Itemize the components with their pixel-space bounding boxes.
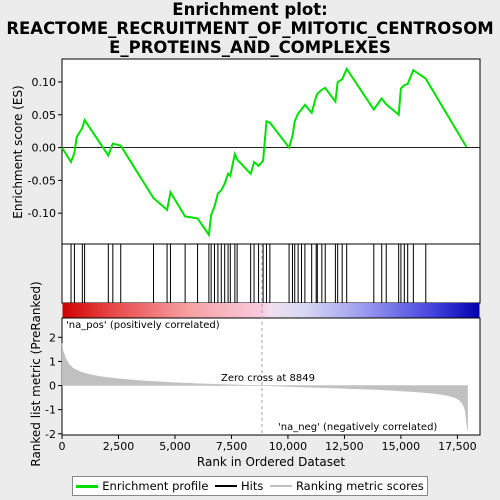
legend-ranking: Ranking metric scores <box>269 479 424 493</box>
chart-title: Enrichment plot: REACTOME_RECRUITMENT_OF… <box>0 0 500 57</box>
legend-enrichment-profile: Enrichment profile <box>76 479 208 493</box>
metric-y-tick-label: -2 <box>45 428 56 441</box>
x-tick-label: 17,500 <box>438 440 477 453</box>
green-line-icon <box>76 484 99 488</box>
x-tick-label: 5,000 <box>159 440 191 453</box>
legend-hits: Hits <box>215 479 263 493</box>
neg-label: 'na_neg' (negatively correlated) <box>278 422 437 433</box>
title-line-1: Enrichment plot: <box>172 0 328 19</box>
metric-y-axis-label: Ranked list metric (PreRanked) <box>29 281 43 466</box>
gray-line-icon <box>269 485 292 487</box>
es-y-tick-label: -0.05 <box>28 174 56 187</box>
x-tick-label: 2,500 <box>103 440 135 453</box>
enrichment-profile-line <box>61 66 468 238</box>
metric-y-tick-label: 0 <box>49 380 56 393</box>
pos-label: 'na_pos' (positively correlated) <box>66 320 220 331</box>
hits-panel <box>61 243 481 304</box>
legend: Enrichment profile Hits Ranking metric s… <box>72 476 428 496</box>
x-tick-label: 10,000 <box>269 440 308 453</box>
legend-label: Hits <box>241 479 264 493</box>
metric-y-tick-label: 2 <box>49 331 56 344</box>
black-line-icon <box>215 485 238 487</box>
metric-y-tick-label: 1 <box>49 355 56 368</box>
legend-label: Ranking metric scores <box>295 479 424 493</box>
x-tick-label: 7,500 <box>216 440 248 453</box>
title-line-3: E_PROTEINS_AND_COMPLEXES <box>109 38 391 57</box>
es-y-tick-label: 0.10 <box>32 76 57 89</box>
title-line-2: REACTOME_RECRUITMENT_OF_MITOTIC_CENTROSO… <box>6 19 494 38</box>
es-y-tick-label: 0.00 <box>32 142 57 155</box>
legend-label: Enrichment profile <box>102 479 209 493</box>
metric-y-tick-label: -1 <box>45 404 56 417</box>
x-axis-label: Rank in Ordered Dataset <box>197 455 345 469</box>
ranking-metric-area <box>61 343 468 431</box>
zero-cross-label: Zero cross at 8849 <box>221 373 315 384</box>
es-panel <box>61 58 481 245</box>
es-y-axis-label: Enrichment score (ES) <box>11 85 25 218</box>
x-tick-label: 12,500 <box>325 440 364 453</box>
es-y-tick-label: 0.05 <box>32 109 57 122</box>
x-tick-label: 0 <box>59 440 66 453</box>
rank-color-bar <box>62 303 480 318</box>
es-y-tick-label: -0.10 <box>28 207 56 220</box>
x-tick-label: 15,000 <box>382 440 421 453</box>
